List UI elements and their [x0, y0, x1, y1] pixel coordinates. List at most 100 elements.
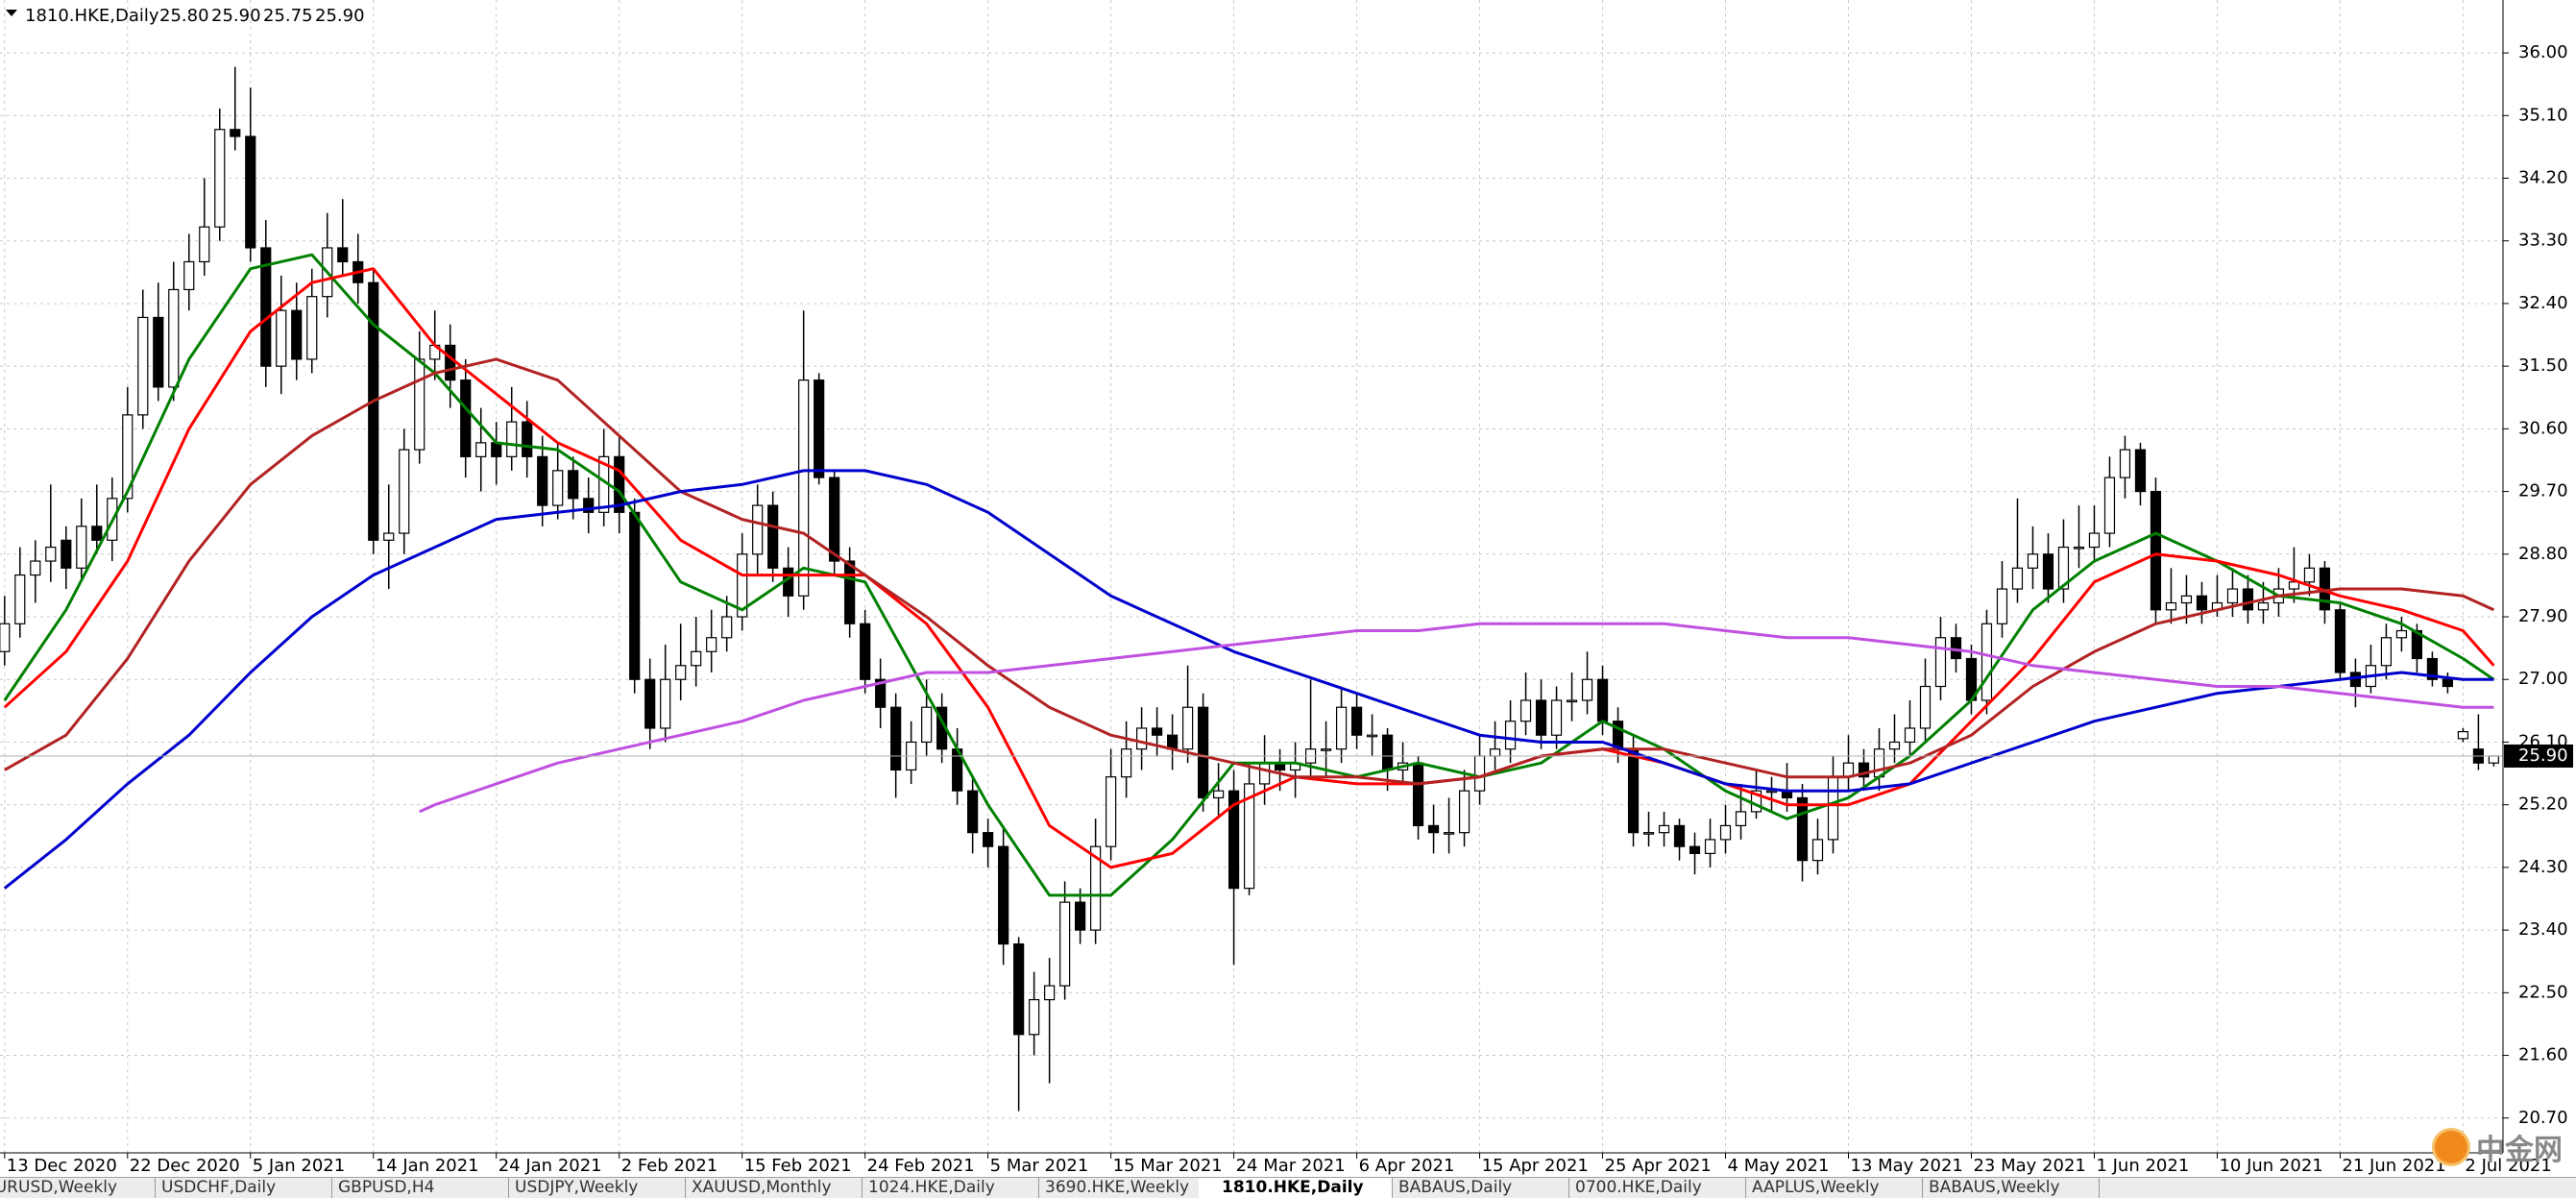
y-tick-label: 29.70 [2518, 481, 2568, 501]
candle-body [629, 511, 641, 680]
tab[interactable]: GBPUSD,H4 [315, 1178, 509, 1198]
candle-body [691, 650, 702, 667]
candle-body [721, 616, 733, 639]
candle-body [1258, 762, 1271, 785]
moving-average [4, 357, 2495, 786]
candle-body [890, 706, 902, 771]
candle-body [1934, 637, 1947, 688]
candle-body [2395, 629, 2408, 639]
candle-body [1458, 790, 1470, 834]
candle-body [2226, 588, 2239, 604]
candle-body [183, 260, 195, 291]
candle-body [1581, 678, 1593, 701]
candle-body [675, 665, 687, 680]
x-tick-label: 10 Jun 2021 [2219, 1156, 2322, 1176]
x-tick-label: 15 Apr 2021 [1482, 1156, 1589, 1176]
candle-body [30, 560, 41, 576]
candle-body [1213, 790, 1225, 799]
candle-body [76, 526, 87, 569]
x-tick-label: 23 May 2021 [1973, 1156, 2085, 1176]
candle-body [2196, 595, 2208, 611]
tab[interactable]: BABAUS,Daily [1375, 1178, 1569, 1198]
tab[interactable]: XAUUSD,Monthly [668, 1178, 863, 1198]
candle-body [1873, 748, 1885, 778]
tab[interactable]: USDJPY,Weekly [492, 1178, 686, 1198]
candle-body [2426, 657, 2439, 680]
x-tick-label: 13 May 2021 [1851, 1156, 1963, 1176]
header-value: 25.90 [315, 6, 365, 26]
candle-body [614, 455, 625, 513]
candle-body [1550, 699, 1563, 736]
y-tick-label: 20.70 [2518, 1108, 2568, 1128]
tab[interactable]: EURUSD,Weekly [0, 1178, 156, 1198]
candle-body [14, 574, 26, 624]
tab[interactable]: 1810.HKE,Daily [1199, 1178, 1393, 1198]
candle-body [814, 379, 825, 478]
y-tick-label: 25.20 [2518, 795, 2568, 815]
candle-body [1029, 998, 1040, 1036]
y-tick-label: 35.10 [2518, 105, 2568, 125]
y-tick-label: 36.00 [2518, 42, 2568, 62]
x-tick-label: 2 Feb 2021 [621, 1156, 718, 1176]
candle-body [1335, 706, 1348, 750]
tab[interactable]: BABAUS,Weekly [1906, 1178, 2100, 1198]
y-tick-label: 22.50 [2518, 982, 2568, 1002]
candle-body [875, 678, 887, 708]
candle-body [383, 532, 395, 541]
candle-body [2488, 755, 2500, 764]
tab[interactable]: USDCHF,Daily [138, 1178, 332, 1198]
candle-body [2457, 730, 2469, 740]
candle-body [2242, 588, 2254, 611]
candle-body [1106, 776, 1117, 847]
candle-body [644, 678, 656, 729]
candle-body [306, 296, 318, 360]
candle-body [2165, 601, 2177, 611]
candle-body [1919, 685, 1932, 729]
candle-body [1381, 734, 1394, 771]
x-tick-label: 24 Feb 2021 [867, 1156, 975, 1176]
candle-body [1596, 678, 1609, 722]
tab[interactable]: 3690.HKE,Weekly [1022, 1178, 1216, 1198]
candle-body [1473, 755, 1486, 792]
candle-body [2088, 532, 2101, 549]
x-tick-label: 6 Apr 2021 [1359, 1156, 1455, 1176]
candle-body [260, 247, 272, 367]
x-tick-label: 15 Feb 2021 [744, 1156, 852, 1176]
tab[interactable]: 0700.HKE,Daily [1552, 1178, 1746, 1198]
candle-body [1566, 699, 1578, 703]
candle-body [1981, 623, 1993, 701]
candle-body [1719, 824, 1732, 841]
candle-body [1182, 706, 1194, 750]
candle-body [660, 678, 671, 729]
candle-body [245, 135, 256, 249]
candle-body [506, 421, 518, 457]
candle-body [1765, 790, 1778, 794]
candle-body [1658, 824, 1670, 834]
candle-body [414, 358, 425, 451]
x-tick-label: 21 Jun 2021 [2342, 1156, 2445, 1176]
y-tick-label: 27.00 [2518, 669, 2568, 689]
y-tick-label: 23.40 [2518, 919, 2568, 940]
header-value: 25.75 [263, 6, 313, 26]
candle-body [291, 309, 303, 360]
candle-body [214, 129, 226, 228]
candle-body [1827, 776, 1839, 841]
candle-body [860, 623, 871, 680]
candle-body [1244, 783, 1255, 890]
x-tick-label: 22 Dec 2020 [130, 1156, 240, 1176]
moving-average [3, 267, 2495, 869]
candle-body [2257, 601, 2270, 611]
y-tick-label: 30.60 [2518, 418, 2568, 438]
candle-body [2134, 449, 2147, 493]
candle-body [2103, 477, 2116, 534]
candle-body [1627, 748, 1640, 834]
candle-body [2288, 581, 2300, 590]
candle-body [1504, 721, 1517, 750]
tab[interactable]: AAPLUS,Weekly [1729, 1178, 1923, 1198]
menu-triangle[interactable] [6, 10, 17, 16]
candle-body [2334, 609, 2346, 673]
candle-body [61, 539, 72, 569]
candle-body [1811, 839, 1824, 862]
candle-body [45, 546, 57, 562]
tab[interactable]: 1024.HKE,Daily [845, 1178, 1039, 1198]
